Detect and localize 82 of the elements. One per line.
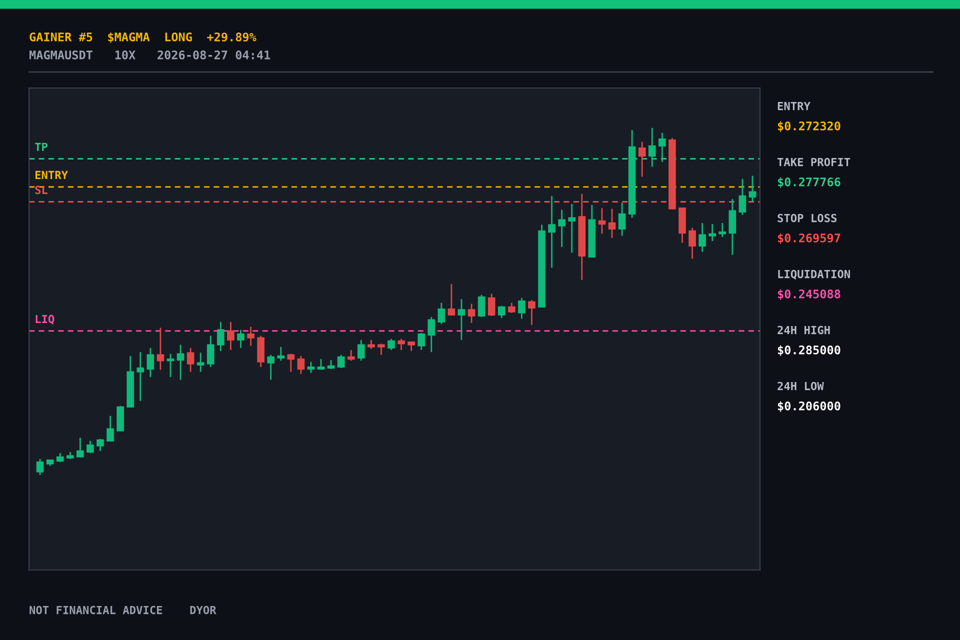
candlestick: [378, 343, 385, 356]
text: NOT FINANCIAL ADVICE DYOR: [30, 606, 216, 614]
candlestick: [488, 293, 496, 317]
candlestick: [327, 359, 335, 370]
candlestick: [508, 302, 516, 314]
candlestick: [86, 440, 94, 454]
candlestick: [608, 208, 616, 239]
candlestick: [708, 223, 716, 242]
candlestick: [347, 349, 355, 362]
candlestick: [307, 361, 315, 374]
candlestick: [156, 327, 164, 370]
candlestick: [227, 321, 234, 351]
candlestick: [176, 344, 184, 381]
candlestick: [568, 203, 576, 254]
candlestick: [438, 302, 446, 325]
text: TAKE PROFIT: [777, 158, 850, 166]
candlestick: [136, 351, 144, 402]
candlestick: [598, 207, 606, 234]
candlestick: [106, 415, 114, 442]
candlestick: [658, 132, 666, 163]
candlestick: [548, 195, 556, 268]
chart-subtitle: MAGMAUSDT 10X 2026-08-27 04:41: [29, 50, 270, 60]
candlestick: [408, 341, 415, 352]
candlestick: [458, 298, 466, 341]
text: $0.277766: [778, 177, 840, 188]
candlestick: [728, 198, 736, 256]
text: STOP LOSS: [778, 214, 837, 222]
candlestick: [206, 335, 214, 368]
ref-line-label: ENTRY: [35, 170, 68, 180]
text: $0.245088: [778, 289, 840, 300]
candlestick: [368, 339, 375, 350]
text: $0.206000: [778, 401, 840, 412]
candlestick: [317, 358, 325, 370]
candlestick: [337, 354, 345, 369]
candlestick: [36, 458, 44, 476]
candlestick: [688, 227, 696, 260]
candlestick: [638, 141, 646, 178]
candlestick: [116, 405, 124, 432]
candlestick: [357, 339, 365, 362]
candlestick: [698, 222, 706, 252]
candlestick: [277, 346, 285, 362]
candlestick: [468, 303, 476, 324]
candlestick: [718, 222, 726, 238]
candlestick: [388, 338, 395, 351]
ref-line-label: LIQ: [36, 314, 54, 325]
candlestick: [528, 299, 536, 326]
text: $0.272320: [778, 121, 840, 132]
candlestick: [146, 347, 154, 378]
text: $0.269597: [778, 233, 840, 244]
ref-line-label: SL: [35, 186, 48, 194]
ref-line-label: TP: [35, 142, 48, 151]
text: LIQUIDATION: [778, 270, 850, 280]
candlestick: [478, 294, 486, 318]
candlestick: [257, 335, 264, 368]
text: ENTRY: [778, 102, 810, 110]
candlestick: [398, 338, 405, 351]
candlestick: [518, 297, 526, 320]
candlestick: [297, 355, 305, 375]
candlestick: [96, 438, 104, 452]
candlestick: [738, 178, 746, 216]
candlestick: [76, 437, 84, 458]
chart-title: GAINER #5 $MAGMA LONG +29.89%: [30, 32, 256, 43]
candlestick: [418, 332, 426, 351]
candlestick: [237, 329, 244, 349]
text: 24H LOW: [778, 382, 824, 390]
candlestick: [196, 352, 204, 373]
candlestick: [216, 321, 224, 352]
candlestick: [247, 326, 254, 347]
candlestick: [56, 452, 64, 463]
candlestick: [428, 316, 436, 353]
text: $0.285000: [778, 345, 840, 356]
candlestick: [618, 202, 626, 237]
candlestick: [287, 353, 295, 373]
text: 24H HIGH: [778, 326, 830, 334]
candlestick: [558, 209, 566, 248]
candlestick: [186, 347, 194, 373]
candlestick: [448, 283, 456, 316]
candlestick: [166, 353, 174, 378]
candlestick: [267, 354, 274, 381]
candlestick: [648, 127, 656, 168]
candlestick: [748, 175, 756, 203]
candlestick: [498, 305, 506, 319]
